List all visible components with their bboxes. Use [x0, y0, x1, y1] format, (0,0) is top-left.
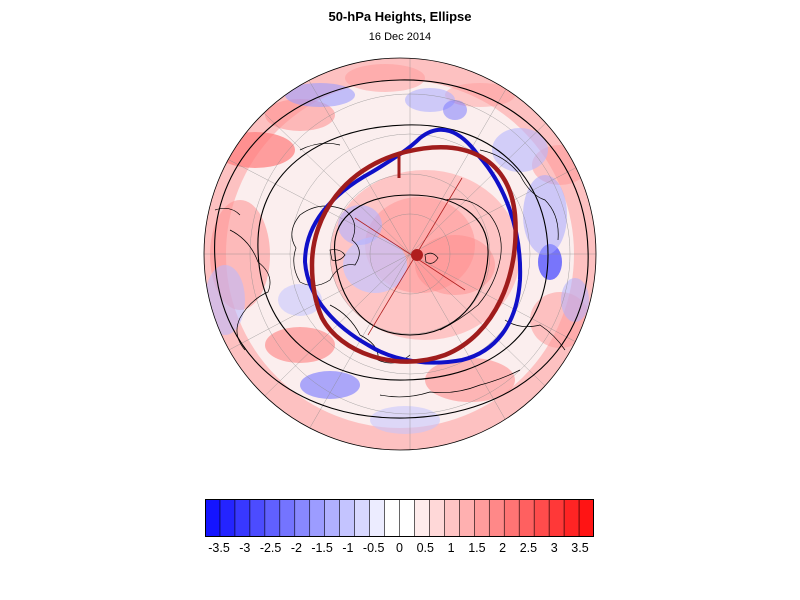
colorbar-swatch	[249, 499, 266, 537]
colorbar-swatch	[414, 499, 431, 537]
colorbar-swatch	[279, 499, 296, 537]
colorbar-swatch	[369, 499, 386, 537]
colorbar-swatch	[503, 499, 520, 537]
colorbar-tick-label: 1	[447, 541, 455, 555]
colorbar-swatch	[578, 499, 594, 537]
globe-outline	[203, 57, 597, 451]
fitted-ellipse	[309, 145, 518, 364]
colorbar-swatch	[563, 499, 580, 537]
colorbar-swatch	[429, 499, 445, 537]
colorbar-swatch	[399, 499, 416, 537]
colorbar-swatch	[339, 499, 356, 537]
colorbar-swatch	[488, 499, 505, 537]
height-contours	[214, 79, 589, 419]
colorbar-tick-label: -1	[342, 541, 354, 555]
ellipse-center-marker	[411, 249, 423, 261]
figure-subtitle: 16 Dec 2014	[368, 31, 432, 43]
colorbar-swatch	[518, 499, 535, 537]
colorbar-swatch	[219, 499, 236, 537]
colorbar-tick-label: -1.5	[311, 541, 333, 555]
colorbar-tick-label: 1.5	[468, 541, 486, 555]
colorbar-tick-label: -3.5	[208, 541, 230, 555]
colorbar-swatch	[294, 499, 311, 537]
colorbar-tick-label: -2	[290, 541, 302, 555]
colorbar-swatch	[533, 499, 550, 537]
colorbar-swatch	[205, 499, 221, 537]
colorbar-frame	[205, 499, 594, 537]
colorbar-tick-label: -3	[239, 541, 251, 555]
colorbar-tick-label: 2.5	[519, 541, 538, 555]
colorbar-swatch	[459, 499, 475, 537]
polar-map	[203, 57, 597, 451]
colorbar-tick-label: -2.5	[259, 541, 282, 555]
colorbar-swatch	[264, 499, 281, 537]
colorbar-labels: -3.5 -3 -2.5 -2 -1.5 -1 -0.5 0 0.5 1 1.5 2 2.5 3 3.5	[0, 541, 800, 561]
colorbar-swatch	[474, 499, 490, 537]
colorbar-swatch	[354, 499, 371, 537]
colorbar-tick-label: 3	[550, 541, 558, 555]
colorbar-swatch	[234, 499, 251, 537]
colorbar-tick-label: 0	[396, 541, 403, 555]
colorbar-swatch	[309, 499, 326, 537]
colorbar-swatch	[548, 499, 565, 537]
colorbar-swatch	[444, 499, 460, 537]
colorbar-tick-label: 0.5	[416, 541, 434, 555]
colorbar-swatch	[324, 499, 341, 537]
colorbar	[205, 499, 594, 537]
colorbar-tick-label: -0.5	[362, 541, 385, 555]
colorbar-tick-label: 3.5	[571, 541, 589, 555]
figure-title: 50-hPa Heights, Ellipse	[328, 9, 472, 24]
colorbar-tick-label: 2	[499, 541, 507, 555]
colorbar-swatch	[384, 499, 401, 537]
